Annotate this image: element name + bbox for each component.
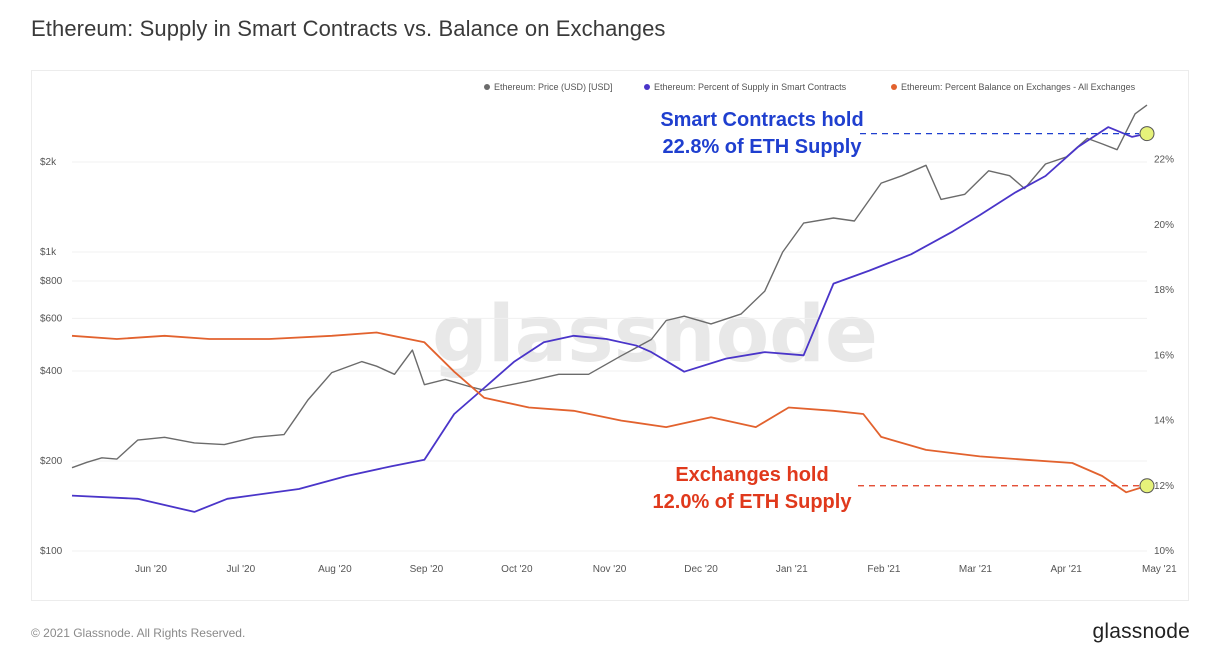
legend-dot [484, 84, 490, 90]
legend-dot [891, 84, 897, 90]
legend-item[interactable]: Ethereum: Percent of Supply in Smart Con… [644, 82, 847, 92]
annotation-marker[interactable] [1139, 126, 1155, 142]
y-left-tick-label: $100 [40, 546, 63, 557]
y-left-tick-label: $1k [40, 247, 57, 258]
legend-item[interactable]: Ethereum: Price (USD) [USD] [484, 82, 613, 92]
price-line[interactable] [71, 104, 1148, 469]
x-tick-label: Jul '20 [227, 564, 256, 575]
x-tick-label: Dec '20 [684, 564, 718, 575]
legend-item[interactable]: Ethereum: Percent Balance on Exchanges -… [891, 82, 1136, 92]
y-left-tick-label: $400 [40, 366, 63, 377]
y-right-tick-label: 12% [1154, 481, 1174, 492]
legend-label: Ethereum: Price (USD) [USD] [494, 82, 613, 92]
y-right-tick-label: 10% [1154, 546, 1174, 557]
annotation-text: 22.8% of ETH Supply [663, 136, 863, 158]
chart-svg[interactable]: glassnode$100$200$400$600$800$1k$2k10%12… [32, 71, 1190, 602]
x-tick-label: Oct '20 [501, 564, 533, 575]
chart-card: glassnode $100 $200 $400 $600 $800 $1k $2k 10% 12… [31, 70, 1189, 601]
y-right-tick-label: 14% [1154, 416, 1174, 427]
page-title: Ethereum: Supply in Smart Contracts vs. … [31, 16, 666, 41]
x-tick-label: Aug '20 [318, 564, 352, 575]
x-tick-label: Jan '21 [776, 564, 808, 575]
smart-contracts-line[interactable] [71, 126, 1148, 513]
x-tick-label: Nov '20 [593, 564, 627, 575]
annotation-marker[interactable] [1139, 478, 1155, 494]
x-tick-label: Feb '21 [867, 564, 900, 575]
y-right-tick-label: 18% [1154, 285, 1174, 296]
glassnode-logo[interactable]: glassnode [1092, 620, 1190, 643]
annotation-text: Smart Contracts hold [660, 109, 863, 131]
legend-label: Ethereum: Percent Balance on Exchanges -… [901, 82, 1136, 92]
x-tick-label: May '21 [1142, 564, 1177, 575]
y-right-tick-label: 20% [1154, 220, 1174, 231]
x-tick-label: Mar '21 [959, 564, 992, 575]
annotation-text: Exchanges hold [675, 464, 828, 486]
y-left-tick-label: $2k [40, 157, 57, 168]
y-left-tick-label: $600 [40, 313, 63, 324]
annotation-text: 12.0% of ETH Supply [653, 491, 853, 513]
y-left-tick-label: $200 [40, 456, 63, 467]
copyright-text: © 2021 Glassnode. All Rights Reserved. [31, 626, 246, 640]
y-right-tick-label: 16% [1154, 350, 1174, 361]
exchanges-line[interactable] [71, 331, 1148, 494]
legend-dot [644, 84, 650, 90]
legend-label: Ethereum: Percent of Supply in Smart Con… [654, 82, 847, 92]
x-tick-label: Jun '20 [135, 564, 167, 575]
y-right-tick-label: 22% [1154, 155, 1174, 166]
y-left-tick-label: $800 [40, 276, 63, 287]
x-tick-label: Apr '21 [1050, 564, 1082, 575]
x-tick-label: Sep '20 [410, 564, 444, 575]
